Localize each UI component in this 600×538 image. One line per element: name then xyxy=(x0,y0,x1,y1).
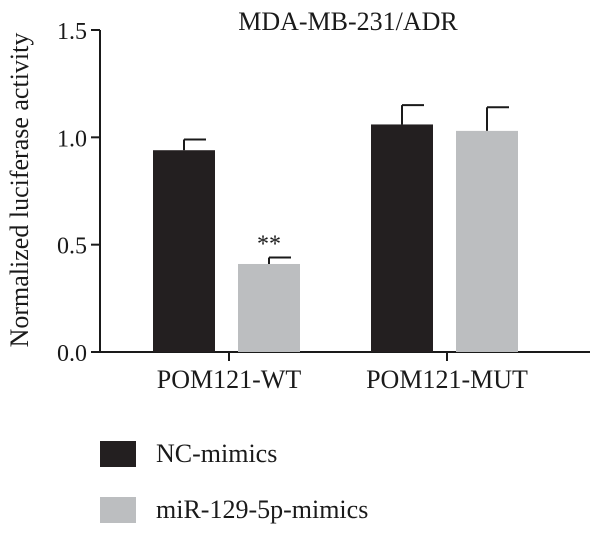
x-tick-labels: POM121-WT POM121-MUT xyxy=(157,352,528,394)
legend-item-mir-mimics: miR-129-5p-mimics xyxy=(100,482,368,538)
legend-label-nc-mimics: NC-mimics xyxy=(156,439,278,468)
legend-swatch-nc-mimics xyxy=(100,441,136,467)
y-axis-label: Normalized luciferase activity xyxy=(5,33,34,348)
legend-item-nc-mimics: NC-mimics xyxy=(100,426,368,482)
bar-chart: MDA-MB-231/ADR Normalized luciferase act… xyxy=(5,7,590,394)
x-tick-label: POM121-MUT xyxy=(366,365,528,394)
legend-label-mir-mimics: miR-129-5p-mimics xyxy=(156,495,369,524)
chart-title: MDA-MB-231/ADR xyxy=(238,7,458,36)
significance-annotation: ** xyxy=(257,232,281,258)
bar xyxy=(153,150,215,352)
legend: NC-mimics miR-129-5p-mimics xyxy=(100,426,368,538)
y-tick-label: 0.5 xyxy=(57,234,87,260)
legend-swatch-mir-mimics xyxy=(100,497,136,523)
bar xyxy=(456,130,518,352)
bar xyxy=(238,263,300,352)
y-tick-label: 1.0 xyxy=(57,126,87,152)
bars: ** xyxy=(153,104,518,352)
y-tick-label: 1.5 xyxy=(57,19,87,45)
y-tick-label: 0.0 xyxy=(57,341,87,367)
x-tick-label: POM121-WT xyxy=(157,365,302,394)
y-ticks: 0.0 0.5 1.0 1.5 xyxy=(57,19,100,367)
bar xyxy=(371,124,433,352)
